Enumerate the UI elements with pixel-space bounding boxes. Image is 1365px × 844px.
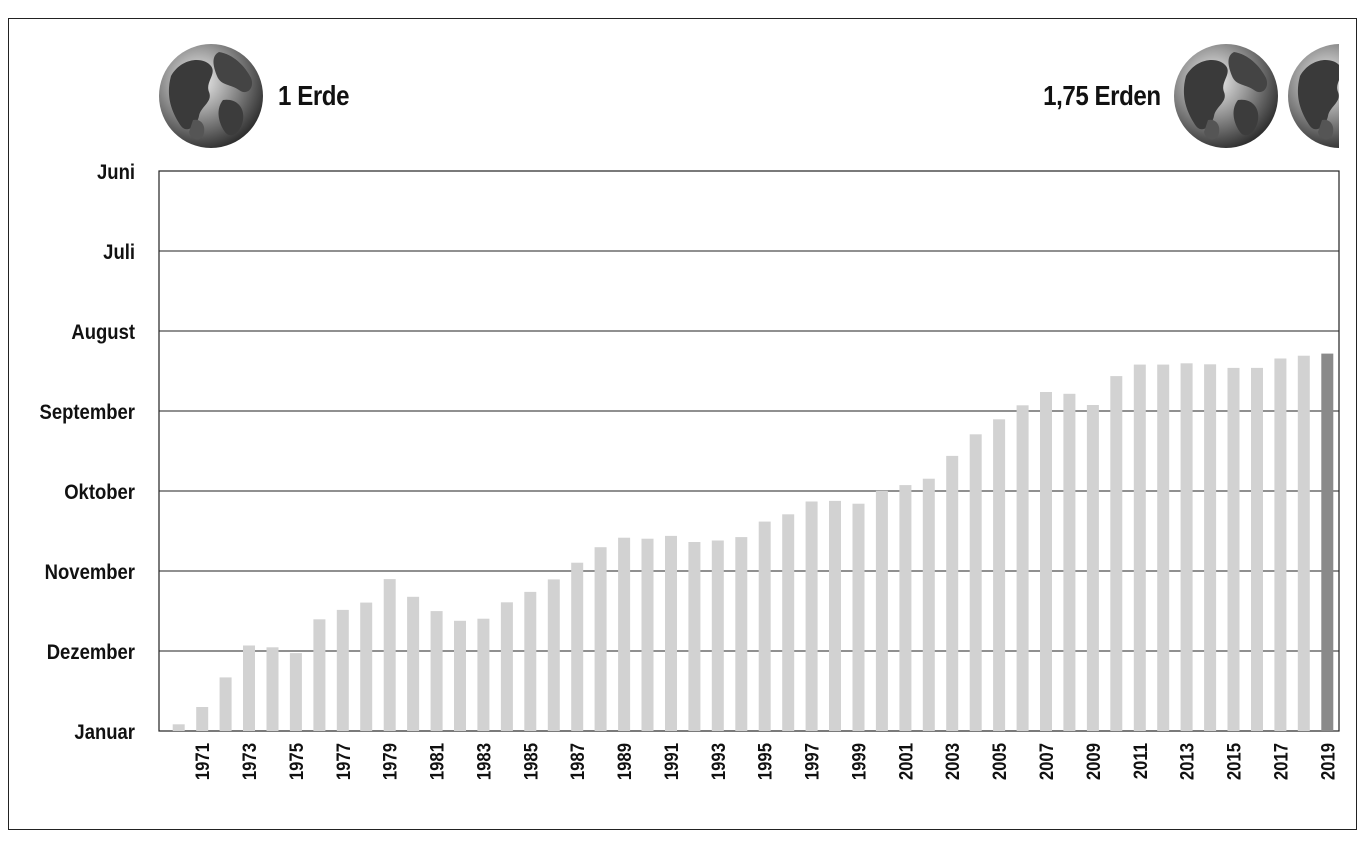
bar-1984 — [500, 602, 513, 731]
x-tick-label: 2011 — [1130, 743, 1151, 779]
bar-1992 — [688, 542, 701, 731]
bars — [172, 353, 1334, 731]
bar-2008 — [1063, 393, 1076, 731]
bar-1982 — [454, 620, 466, 731]
bar-1983 — [477, 618, 490, 731]
bar-1979 — [383, 579, 396, 731]
y-tick-label: Oktober — [64, 481, 135, 504]
bar-1996 — [782, 514, 795, 731]
x-tick-label: 1973 — [239, 743, 260, 780]
x-tick-label: 2007 — [1036, 743, 1057, 780]
bar-2013 — [1180, 363, 1193, 731]
bar-2001 — [899, 485, 912, 731]
x-tick-label: 1977 — [333, 743, 354, 780]
y-tick-label: November — [45, 561, 136, 584]
bar-1974 — [266, 647, 279, 731]
x-tick-label: 1981 — [427, 743, 448, 780]
bar-2006 — [1016, 405, 1029, 731]
bar-2016 — [1251, 367, 1263, 731]
bar-1978 — [360, 602, 373, 731]
x-tick-label: 1997 — [802, 743, 823, 780]
bar-2018 — [1297, 355, 1310, 731]
x-tick-label: 2019 — [1317, 743, 1338, 780]
bar-1988 — [594, 547, 607, 731]
x-tick-label: 1989 — [614, 743, 635, 780]
earth-globe-icon — [1174, 44, 1278, 148]
x-tick-label: 1993 — [708, 743, 729, 780]
bar-1999 — [852, 503, 865, 731]
bar-2017 — [1274, 358, 1287, 731]
earth-globe-icon — [159, 44, 263, 148]
bar-2005 — [993, 419, 1006, 731]
y-tick-label: Dezember — [47, 641, 136, 664]
bar-2019 — [1321, 353, 1334, 731]
y-tick-label: September — [40, 401, 136, 424]
x-tick-label: 1995 — [755, 743, 776, 780]
y-tick-label: Juli — [103, 241, 135, 264]
bar-2009 — [1086, 405, 1099, 731]
bar-2007 — [1040, 392, 1052, 731]
bar-1980 — [407, 596, 420, 731]
bar-1975 — [289, 653, 302, 731]
bar-1986 — [547, 579, 560, 731]
bar-1971 — [196, 707, 209, 731]
bar-2011 — [1133, 364, 1146, 731]
x-tick-label: 1987 — [567, 743, 588, 780]
bar-2004 — [969, 434, 982, 731]
bar-1970 — [172, 724, 185, 731]
bar-1995 — [758, 521, 771, 731]
bar-1977 — [336, 609, 349, 731]
bar-1991 — [665, 535, 677, 731]
x-tick-label: 1985 — [520, 743, 541, 780]
bar-1990 — [641, 538, 654, 731]
chart-frame — [8, 18, 1357, 830]
x-tick-label: 2017 — [1270, 743, 1291, 780]
bar-2010 — [1110, 376, 1123, 731]
bar-1989 — [618, 537, 631, 731]
bar-2002 — [922, 478, 935, 731]
x-tick-label: 2001 — [895, 743, 916, 780]
bar-1981 — [430, 611, 443, 731]
bar-2015 — [1227, 367, 1240, 731]
bar-1973 — [243, 645, 255, 731]
bar-1998 — [829, 500, 841, 731]
bar-2012 — [1157, 364, 1170, 731]
x-tick-label: 1979 — [380, 743, 401, 780]
bar-1997 — [805, 501, 818, 731]
x-tick-label: 1975 — [286, 743, 307, 780]
x-tick-label: 1983 — [473, 743, 494, 780]
bar-1993 — [711, 540, 724, 731]
x-tick-label: 2005 — [989, 743, 1010, 780]
y-tick-label: Januar — [74, 721, 135, 744]
earth-globe-icon-partial — [1288, 44, 1339, 148]
x-tick-label: 1991 — [661, 743, 682, 780]
bar-1972 — [219, 677, 232, 731]
y-tick-label: Juni — [97, 161, 135, 184]
bar-1994 — [735, 537, 748, 731]
y-tick-label: August — [71, 321, 135, 344]
bar-2000 — [875, 490, 888, 731]
x-tick-label: 2003 — [942, 743, 963, 780]
bar-1987 — [571, 562, 584, 731]
earths-needed-label: 1,75 Erden — [1043, 80, 1161, 111]
one-earth-label: 1 Erde — [278, 80, 350, 111]
y-axis-labels: Januar Dezember November Oktober September Au… — [40, 161, 136, 744]
x-tick-label: 1971 — [192, 743, 213, 780]
x-tick-label: 1999 — [849, 743, 870, 780]
bar-1976 — [313, 619, 326, 731]
x-axis-labels: 1971 1973 1975 1977 1979 1981 1983 1985 1987 1989… — [192, 743, 1338, 780]
bar-1985 — [524, 591, 537, 731]
x-tick-label: 2015 — [1224, 743, 1245, 780]
bar-2003 — [946, 455, 959, 731]
x-tick-label: 2013 — [1177, 743, 1198, 780]
x-tick-label: 2009 — [1083, 743, 1104, 780]
bar-2014 — [1204, 364, 1217, 731]
plot-area — [158, 170, 1340, 732]
